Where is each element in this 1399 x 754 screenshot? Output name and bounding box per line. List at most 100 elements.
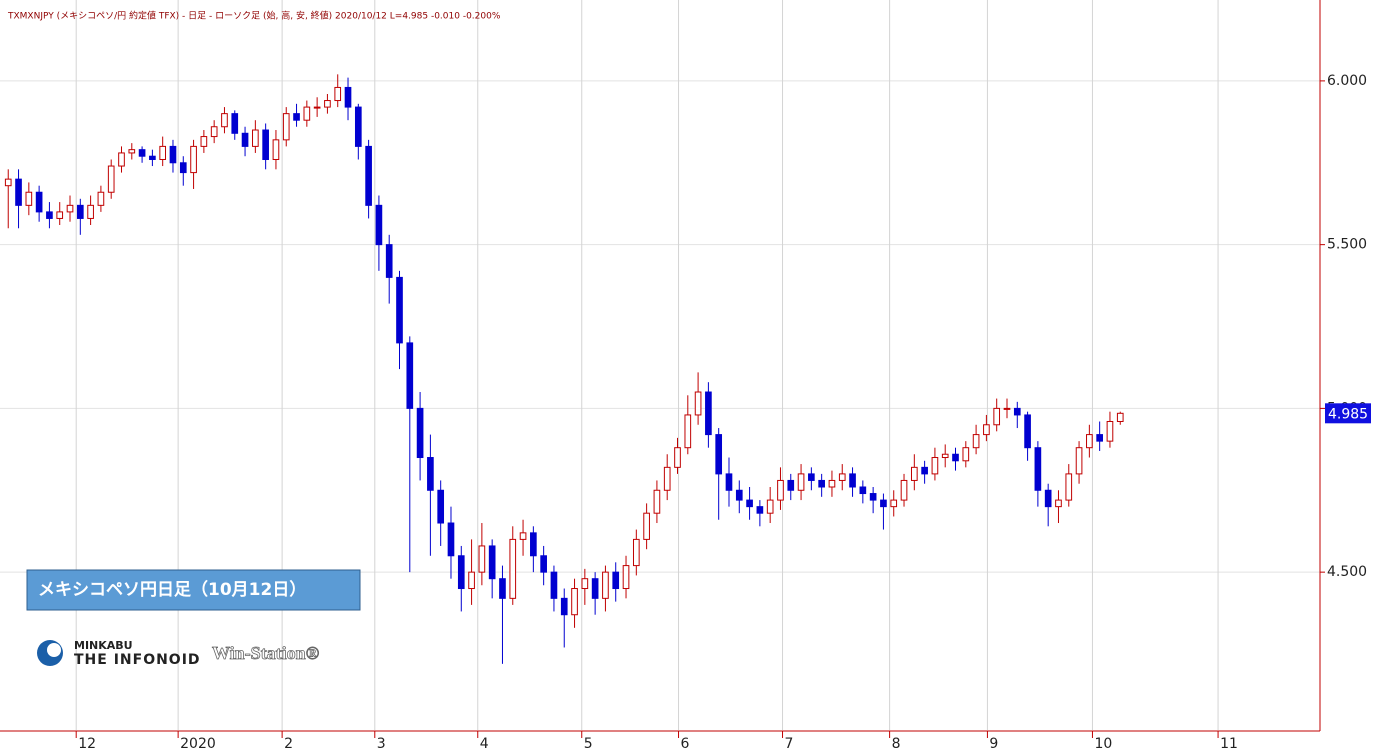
candle-body (385, 244, 393, 278)
candle-body (787, 479, 795, 491)
candle-body (694, 391, 702, 416)
candle-body (530, 532, 537, 557)
x-tick-label: 2 (284, 736, 293, 752)
candle-body (313, 106, 321, 109)
x-tick-label: 6 (681, 736, 690, 752)
candle-body (1106, 420, 1114, 442)
candle-body (1055, 499, 1062, 508)
candle-body (107, 165, 115, 193)
candle-body (632, 538, 640, 567)
candle-body (571, 588, 578, 616)
candle-body (756, 506, 764, 514)
candle-body (457, 555, 465, 590)
x-tick-label: 12 (78, 736, 96, 752)
candle-body (838, 473, 846, 481)
candle-body (591, 578, 599, 599)
candle-body (715, 434, 723, 475)
candles-layer (4, 74, 1124, 664)
candle-body (447, 522, 455, 557)
candle-body (705, 391, 712, 436)
candle-body (663, 466, 671, 491)
candle-body (324, 100, 331, 108)
candle-body (4, 178, 12, 187)
candle-body (612, 571, 620, 590)
candle-body (128, 149, 136, 154)
logo-icon-inner (47, 643, 61, 657)
candle-body (962, 447, 970, 462)
chart-title: TXMXNJPY (メキシコペソ/円 約定値 TFX) - 日足 - ローソク足… (7, 10, 501, 22)
candle-body (138, 149, 146, 157)
x-tick-label: 11 (1220, 736, 1238, 752)
candle-body (344, 86, 352, 108)
x-tick-label: 9 (989, 736, 998, 752)
candle-body (200, 136, 208, 147)
candle-body (190, 145, 197, 174)
candle-body (869, 493, 877, 501)
candle-body (1044, 489, 1052, 508)
candle-body (499, 578, 506, 599)
candle-body (1065, 473, 1073, 501)
candle-body (15, 178, 22, 206)
candle-body (179, 162, 187, 174)
candle-body (427, 457, 434, 491)
candle-body (293, 113, 300, 121)
x-tick-label: 2020 (180, 736, 216, 752)
axes-layer: 6.0005.5005.0004.5001220202345678910114.… (75, 73, 1371, 752)
candle-body (25, 191, 33, 206)
candle-body (159, 145, 167, 160)
candle-body (519, 532, 527, 540)
candle-body (478, 545, 486, 573)
candle-body (221, 113, 228, 128)
candle-body (828, 479, 836, 488)
candle-body (87, 204, 94, 219)
candle-body (262, 129, 269, 160)
candle-body (1096, 434, 1103, 442)
candle-body (118, 152, 125, 167)
candle-body (437, 489, 445, 524)
x-tick-label: 3 (377, 736, 386, 752)
candle-body (746, 499, 753, 508)
candle-body (900, 479, 908, 501)
candle-body (818, 479, 825, 488)
candle-body (406, 342, 414, 409)
candle-body (1116, 412, 1124, 422)
grid-layer (0, 0, 1320, 730)
candle-body (354, 106, 362, 147)
logo-brand: MINKABU (74, 639, 133, 652)
candle-body (1086, 434, 1093, 449)
x-tick-label: 8 (892, 736, 901, 752)
candle-body (880, 499, 887, 508)
y-tick-label: 4.500 (1327, 564, 1367, 580)
candle-body (76, 204, 84, 219)
candle-body (97, 191, 105, 206)
candle-body (1034, 447, 1042, 491)
candle-body (231, 113, 239, 134)
candle-body (1013, 407, 1021, 416)
candle-body (622, 565, 630, 590)
candle-body (653, 489, 661, 514)
candle-body (550, 571, 558, 599)
x-tick-label: 4 (480, 736, 489, 752)
candle-body (777, 479, 784, 501)
candle-body (735, 489, 743, 501)
candle-body (396, 276, 403, 344)
candle-body (375, 204, 383, 246)
candle-body (416, 407, 424, 459)
candle-body (931, 457, 939, 475)
candle-body (1024, 414, 1031, 449)
candle-body (56, 211, 64, 219)
candle-body (540, 555, 547, 573)
candle-body (1003, 407, 1011, 410)
candle-body (509, 538, 517, 599)
logo-tagline: THE INFONOID (74, 652, 201, 668)
candle-body (272, 139, 280, 160)
candle-body (766, 499, 774, 514)
candle-body (334, 86, 342, 102)
candle-body (252, 129, 259, 147)
caption-text: メキシコペソ円日足（10月12日） (38, 579, 306, 600)
candle-body (46, 211, 53, 219)
candle-body (1075, 447, 1083, 475)
candle-body (952, 453, 959, 462)
candle-body (941, 453, 949, 459)
y-tick-label: 6.000 (1327, 73, 1367, 89)
